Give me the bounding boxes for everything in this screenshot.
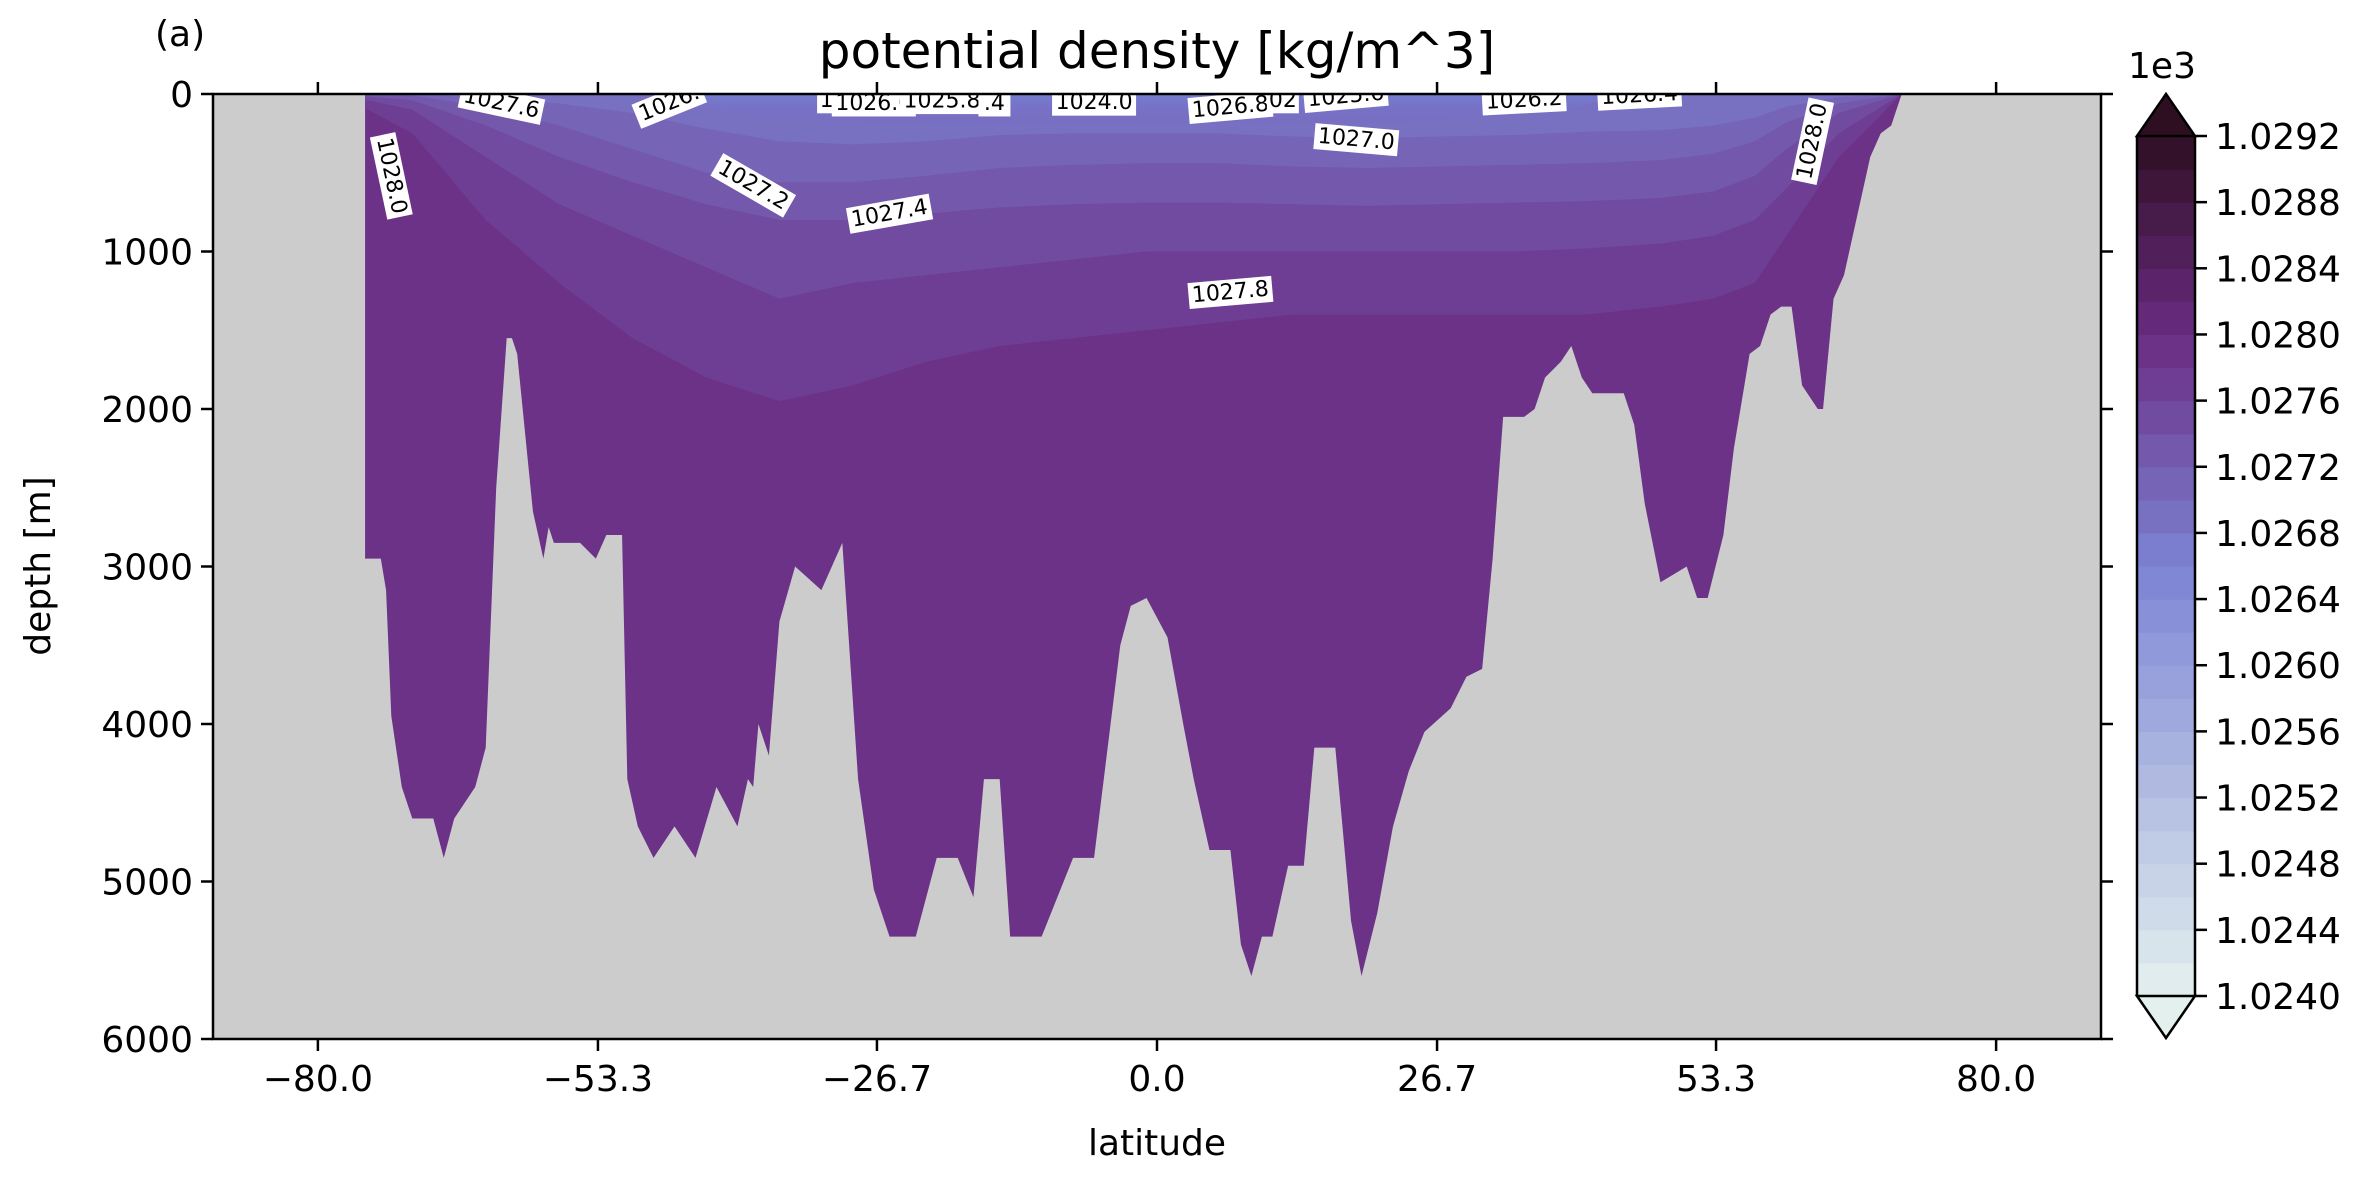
colorbar-segment [2137,830,2195,865]
x-axis-label: latitude [1088,1123,1226,1164]
svg-text:1026.4: 1026.4 [1600,81,1678,110]
colorbar-segment [2137,731,2195,766]
colorbar-segment [2137,764,2195,799]
x-tick-label: 53.3 [1676,1059,1756,1100]
svg-text:1025.8: 1025.8 [903,89,980,114]
y-axis-label: depth [m] [18,476,59,655]
y-tick-label: 0 [170,75,193,116]
contour-label: 1026.8 [1187,94,1274,124]
plot-area: 1027.6 1026.1028.0 1027.2 1027.41 1026.01025… [213,81,2101,1039]
colorbar-tick-label: 1.0260 [2215,646,2341,687]
colorbar-segment [2137,169,2195,203]
x-tick-label: −80.0 [263,1059,373,1100]
contour-label: 1025.8 [899,89,984,115]
colorbar-segment [2137,301,2195,336]
y-tick-label: 5000 [101,863,193,904]
panel-label: (a) [155,14,205,55]
colorbar-tick-label: 1.0268 [2215,514,2341,555]
svg-text:1026.0: 1026.0 [835,91,912,116]
colorbar-extend-high [2134,91,2198,138]
colorbar-tick-label: 1.0240 [2215,977,2341,1018]
svg-text:.4: .4 [984,91,1005,116]
colorbar-tick-label: 1.0248 [2215,845,2341,886]
contour-label: 1027.0 [1313,123,1400,157]
svg-text:02: 02 [1269,88,1297,113]
colorbar-segment [2137,499,2195,534]
colorbar-extend-low [2134,994,2198,1041]
x-tick-label: 0.0 [1128,1059,1185,1100]
contour-label: 1026.0 [831,91,916,117]
contour-label: 1024.0 [1052,90,1137,116]
colorbar-tick-label: 1.0252 [2215,779,2341,820]
colorbar-segment [2137,367,2195,402]
contour-label: 1026.2 [1481,86,1567,116]
contour-label: 1026.4 [1596,81,1683,111]
colorbar-tick-label: 1.0288 [2215,183,2341,224]
y-tick-label: 1000 [101,233,193,274]
colorbar-segment [2137,268,2195,302]
svg-text:1: 1 [820,88,834,113]
chart-title: potential density [kg/m^3] [819,22,1496,80]
colorbar-tick-label: 1.0264 [2215,580,2341,621]
colorbar-tick-label: 1.0276 [2215,382,2341,423]
colorbar-segment [2137,929,2195,964]
colorbar-segment [2137,962,2195,997]
colorbar-tick-label: 1.0280 [2215,315,2341,356]
y-tick-label: 6000 [101,1020,193,1061]
contour-label: 1027.8 [1187,275,1274,310]
y-tick-label: 2000 [101,390,193,431]
colorbar-segment [2137,433,2195,468]
colorbar-segment [2137,202,2195,236]
colorbar-tick-label: 1.0256 [2215,712,2341,753]
colorbar-segment [2137,599,2195,633]
contour-label: .4 [978,91,1011,117]
contour-label: 02 [1266,88,1299,114]
colorbar-segment [2137,235,2195,269]
colorbar-tick-label: 1.0244 [2215,911,2341,952]
colorbar-segment [2137,863,2195,898]
contour-label: 1 [817,88,837,114]
colorbar-tick-label: 1.0272 [2215,448,2341,489]
colorbar-segment [2137,566,2195,600]
colorbar-segment [2137,896,2195,931]
colorbar-segment [2137,532,2195,567]
colorbar-segment [2137,698,2195,732]
colorbar: 1.0240 1.0244 1.0248 1.0252 1.0256 1.0260 1.02… [2134,91,2341,1041]
colorbar-segment [2137,136,2195,170]
y-tick-label: 3000 [101,548,193,589]
colorbar-segment [2137,632,2195,666]
colorbar-multiplier: 1e3 [2128,46,2196,87]
y-tick-label: 4000 [101,705,193,746]
x-tick-label: 80.0 [1956,1059,2036,1100]
x-tick-label: 26.7 [1397,1059,1477,1100]
x-axis: −80.0 −53.3 −26.7 0.0 26.7 53.3 80.0 [263,82,2036,1100]
y-axis: 0 1000 2000 3000 4000 5000 6000 [101,75,2113,1061]
colorbar-segment [2137,400,2195,435]
colorbar-tick-label: 1.0284 [2215,249,2341,290]
contour-label: 1025.6 [1302,94,1389,113]
colorbar-tick-label: 1.0292 [2215,117,2341,158]
svg-text:1024.0: 1024.0 [1056,90,1133,115]
colorbar-segment [2137,665,2195,699]
x-tick-label: −26.7 [822,1059,932,1100]
svg-text:1026.2: 1026.2 [1485,86,1563,115]
colorbar-segment [2137,466,2195,501]
colorbar-segment [2137,797,2195,832]
colorbar-segment [2137,334,2195,369]
x-tick-label: −53.3 [543,1059,653,1100]
